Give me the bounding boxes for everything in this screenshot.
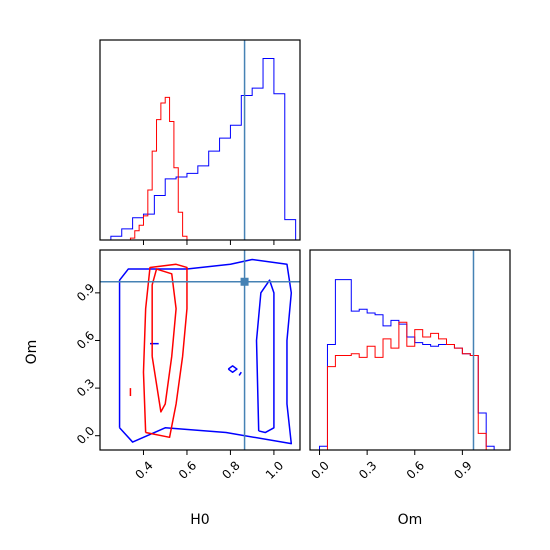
histogram-om-frame bbox=[309, 249, 511, 451]
x-axis-label-om: Om bbox=[398, 512, 423, 528]
contour-H0-Om-y-tick-label: 0.6 bbox=[74, 328, 97, 351]
hist-H0-series-red-step bbox=[129, 96, 192, 240]
hist-Om-series-blue-step bbox=[319, 279, 495, 450]
hist-H0-series-blue-step bbox=[100, 58, 297, 240]
contour-blue-2 bbox=[227, 365, 238, 373]
contour-H0-Om-x-tick-label: 0.6 bbox=[176, 458, 199, 481]
truth-marker bbox=[240, 277, 249, 286]
histogram-om-panel: 0.0 0.3 0.6 0.9 bbox=[308, 249, 511, 482]
hist-Om-x-tick-label: 0.6 bbox=[404, 458, 427, 481]
contour-blue-4 bbox=[255, 279, 275, 434]
hist-Om-x-tick-label: 0.3 bbox=[356, 458, 379, 481]
x-axis-label-h0: H0 bbox=[190, 512, 209, 528]
contour-H0-Om-x-tick-label: 0.4 bbox=[132, 458, 155, 481]
contour-plot-area bbox=[100, 250, 300, 450]
contour-frame bbox=[99, 249, 301, 451]
contour-red-6 bbox=[142, 263, 188, 439]
hist-Om-x-tick-label: 0.9 bbox=[451, 458, 474, 481]
contour-H0-Om-x-tick-label: 1.0 bbox=[263, 458, 286, 481]
contour-H0-Om-x-tick-label: 0.8 bbox=[219, 458, 242, 481]
histogram-om-plot-area bbox=[319, 250, 495, 450]
histogram-h0-panel bbox=[99, 39, 301, 245]
hist-Om-series-red-step bbox=[326, 321, 487, 450]
contour-h0-om-panel: 0.4 0.6 0.8 1.0 0.0 0.3 0.6 0.9 bbox=[74, 249, 301, 482]
histogram-h0-frame bbox=[99, 39, 301, 241]
contour-H0-Om-y-tick-label: 0.0 bbox=[74, 424, 97, 447]
y-axis-label-om: Om bbox=[24, 340, 40, 365]
histogram-h0-plot-area bbox=[100, 40, 297, 240]
contour-red-7 bbox=[151, 268, 177, 413]
contour-H0-Om-y-tick-label: 0.9 bbox=[74, 281, 97, 304]
contour-blue-3 bbox=[238, 371, 242, 376]
contour-H0-Om-y-tick-label: 0.3 bbox=[74, 376, 97, 399]
contour-blue-0 bbox=[118, 258, 293, 445]
hist-Om-x-tick-label: 0.0 bbox=[308, 458, 331, 481]
